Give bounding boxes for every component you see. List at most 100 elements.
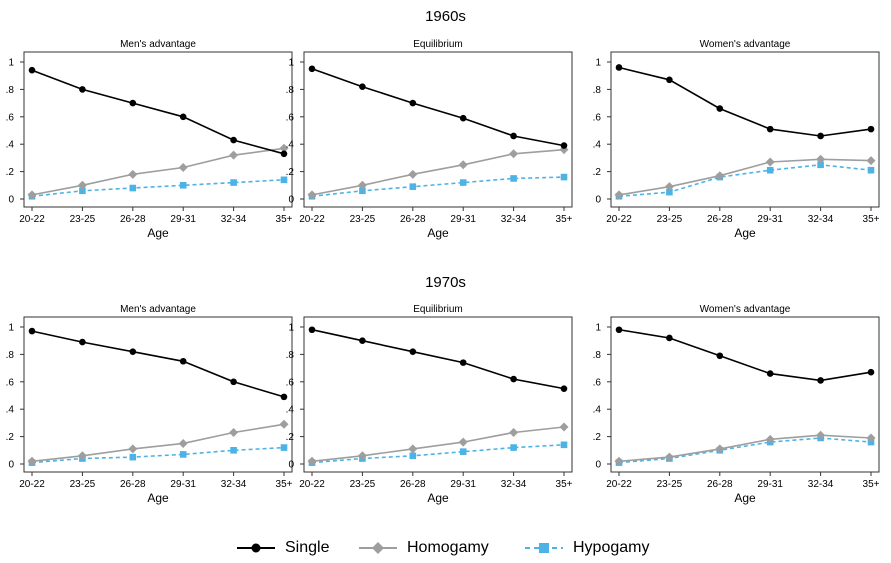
x-tick-label: 20-22 <box>606 214 632 225</box>
point-homogamy <box>614 456 624 466</box>
y-tick-label: .4 <box>593 405 602 416</box>
x-tick-label: 26-28 <box>120 479 146 490</box>
point-hypogamy <box>510 444 517 451</box>
x-axis-label: Age <box>147 491 169 505</box>
y-tick-label: .6 <box>286 112 295 123</box>
panel-1970s-equilibrium: Equilibrium 0 .2 .4 .6 .8 1 20-22 23-25 26-28 29-3… <box>286 304 573 505</box>
y-tick-label: 1 <box>595 323 601 334</box>
plot-frame <box>610 51 880 208</box>
point-homogamy <box>408 169 418 179</box>
point-hypogamy <box>179 451 187 458</box>
point-hypogamy <box>230 179 237 186</box>
y-tick-label: .4 <box>6 405 15 416</box>
point-homogamy <box>559 422 569 432</box>
x-tick-label: 32-34 <box>221 214 247 225</box>
x-tick-label: 20-22 <box>606 479 632 490</box>
y-tick-label: .8 <box>286 350 295 361</box>
x-tick-label: 32-34 <box>221 479 247 490</box>
series-line-homogamy <box>311 426 565 463</box>
legend-homogamy-marker-icon <box>359 542 397 554</box>
point-homogamy <box>866 433 876 443</box>
x-tick-label: 20-22 <box>299 214 325 225</box>
x-tick-label: 29-31 <box>757 479 783 490</box>
y-tick-label: 1 <box>288 58 294 69</box>
point-homogamy <box>715 444 725 454</box>
point-homogamy <box>357 451 367 461</box>
point-homogamy <box>715 171 725 181</box>
point-homogamy <box>229 150 239 160</box>
legend-item-hypogamy: Hypogamy <box>523 539 649 557</box>
series-line-single <box>31 69 285 155</box>
point-single <box>459 359 467 366</box>
series-line-hypogamy <box>31 179 285 198</box>
plot-frame <box>303 51 573 208</box>
x-tick-label: 32-34 <box>501 479 527 490</box>
point-homogamy <box>27 456 37 466</box>
series-line-homogamy <box>618 158 872 196</box>
point-homogamy <box>27 190 37 200</box>
point-single <box>510 375 517 383</box>
panel-title: Equilibrium <box>413 39 462 50</box>
legend: Single Homogamy Hypogamy <box>0 539 891 563</box>
point-single <box>308 65 316 73</box>
panel-1960s-women-s-advantage: Women's advantage 0 .2 .4 .6 .8 1 20-22 23-25 26-… <box>593 39 880 240</box>
y-tick-label: .8 <box>286 85 295 96</box>
y-tick-label: .8 <box>6 85 15 96</box>
point-hypogamy <box>409 452 417 460</box>
point-single <box>615 326 623 334</box>
point-single <box>79 86 86 93</box>
x-tick-label: 29-31 <box>170 479 196 490</box>
y-tick-label: .6 <box>593 112 602 123</box>
point-single <box>817 132 824 140</box>
point-single <box>308 326 316 334</box>
point-single <box>615 64 623 71</box>
y-tick-label: .6 <box>6 377 15 388</box>
x-tick-label: 23-25 <box>70 479 96 490</box>
y-tick-label: .6 <box>6 112 15 123</box>
y-tick-label: .2 <box>286 432 295 443</box>
x-axis-label: Age <box>734 491 756 505</box>
x-tick-label: 23-25 <box>350 479 376 490</box>
x-tick-label: 26-28 <box>707 479 733 490</box>
point-homogamy <box>279 419 289 429</box>
point-hypogamy <box>867 166 875 174</box>
x-axis-label: Age <box>427 491 449 505</box>
point-hypogamy <box>129 184 137 192</box>
x-tick-label: 26-28 <box>707 214 733 225</box>
y-tick-label: .2 <box>593 432 602 443</box>
point-single <box>359 83 366 90</box>
x-tick-label: 23-25 <box>70 214 96 225</box>
point-single <box>666 76 673 84</box>
series-line-homogamy <box>311 148 565 196</box>
y-tick-label: .4 <box>593 140 602 151</box>
plot-frame <box>610 316 880 473</box>
y-tick-label: 0 <box>288 195 294 206</box>
y-tick-label: .6 <box>593 377 602 388</box>
y-tick-label: 0 <box>288 460 294 471</box>
point-single <box>510 132 517 140</box>
legend-label-single: Single <box>285 539 330 556</box>
y-tick-label: .4 <box>286 405 295 416</box>
point-single <box>179 357 187 365</box>
y-tick-label: 0 <box>8 195 14 206</box>
point-single <box>459 114 467 122</box>
point-single <box>129 99 137 107</box>
point-single <box>716 352 724 360</box>
point-homogamy <box>765 157 775 167</box>
y-tick-label: .8 <box>593 350 602 361</box>
panel-title: Women's advantage <box>700 304 791 315</box>
x-axis-label: Age <box>427 226 449 240</box>
point-single <box>560 142 568 149</box>
legend-item-single: Single <box>235 539 329 557</box>
point-single <box>28 327 36 335</box>
series-line-hypogamy <box>311 176 565 198</box>
decade-title-1970s: 1970s <box>425 274 466 291</box>
y-tick-label: 1 <box>8 323 14 334</box>
chart-grid: Men's advantage 0 .2 .4 .6 .8 1 20-22 23-25 26-28… <box>6 39 880 505</box>
x-tick-label: 23-25 <box>350 214 376 225</box>
decade-title-1960s: 1960s <box>425 8 466 25</box>
point-homogamy <box>866 156 876 166</box>
y-tick-label: .2 <box>6 167 15 178</box>
point-homogamy <box>229 427 239 437</box>
point-homogamy <box>178 438 188 448</box>
